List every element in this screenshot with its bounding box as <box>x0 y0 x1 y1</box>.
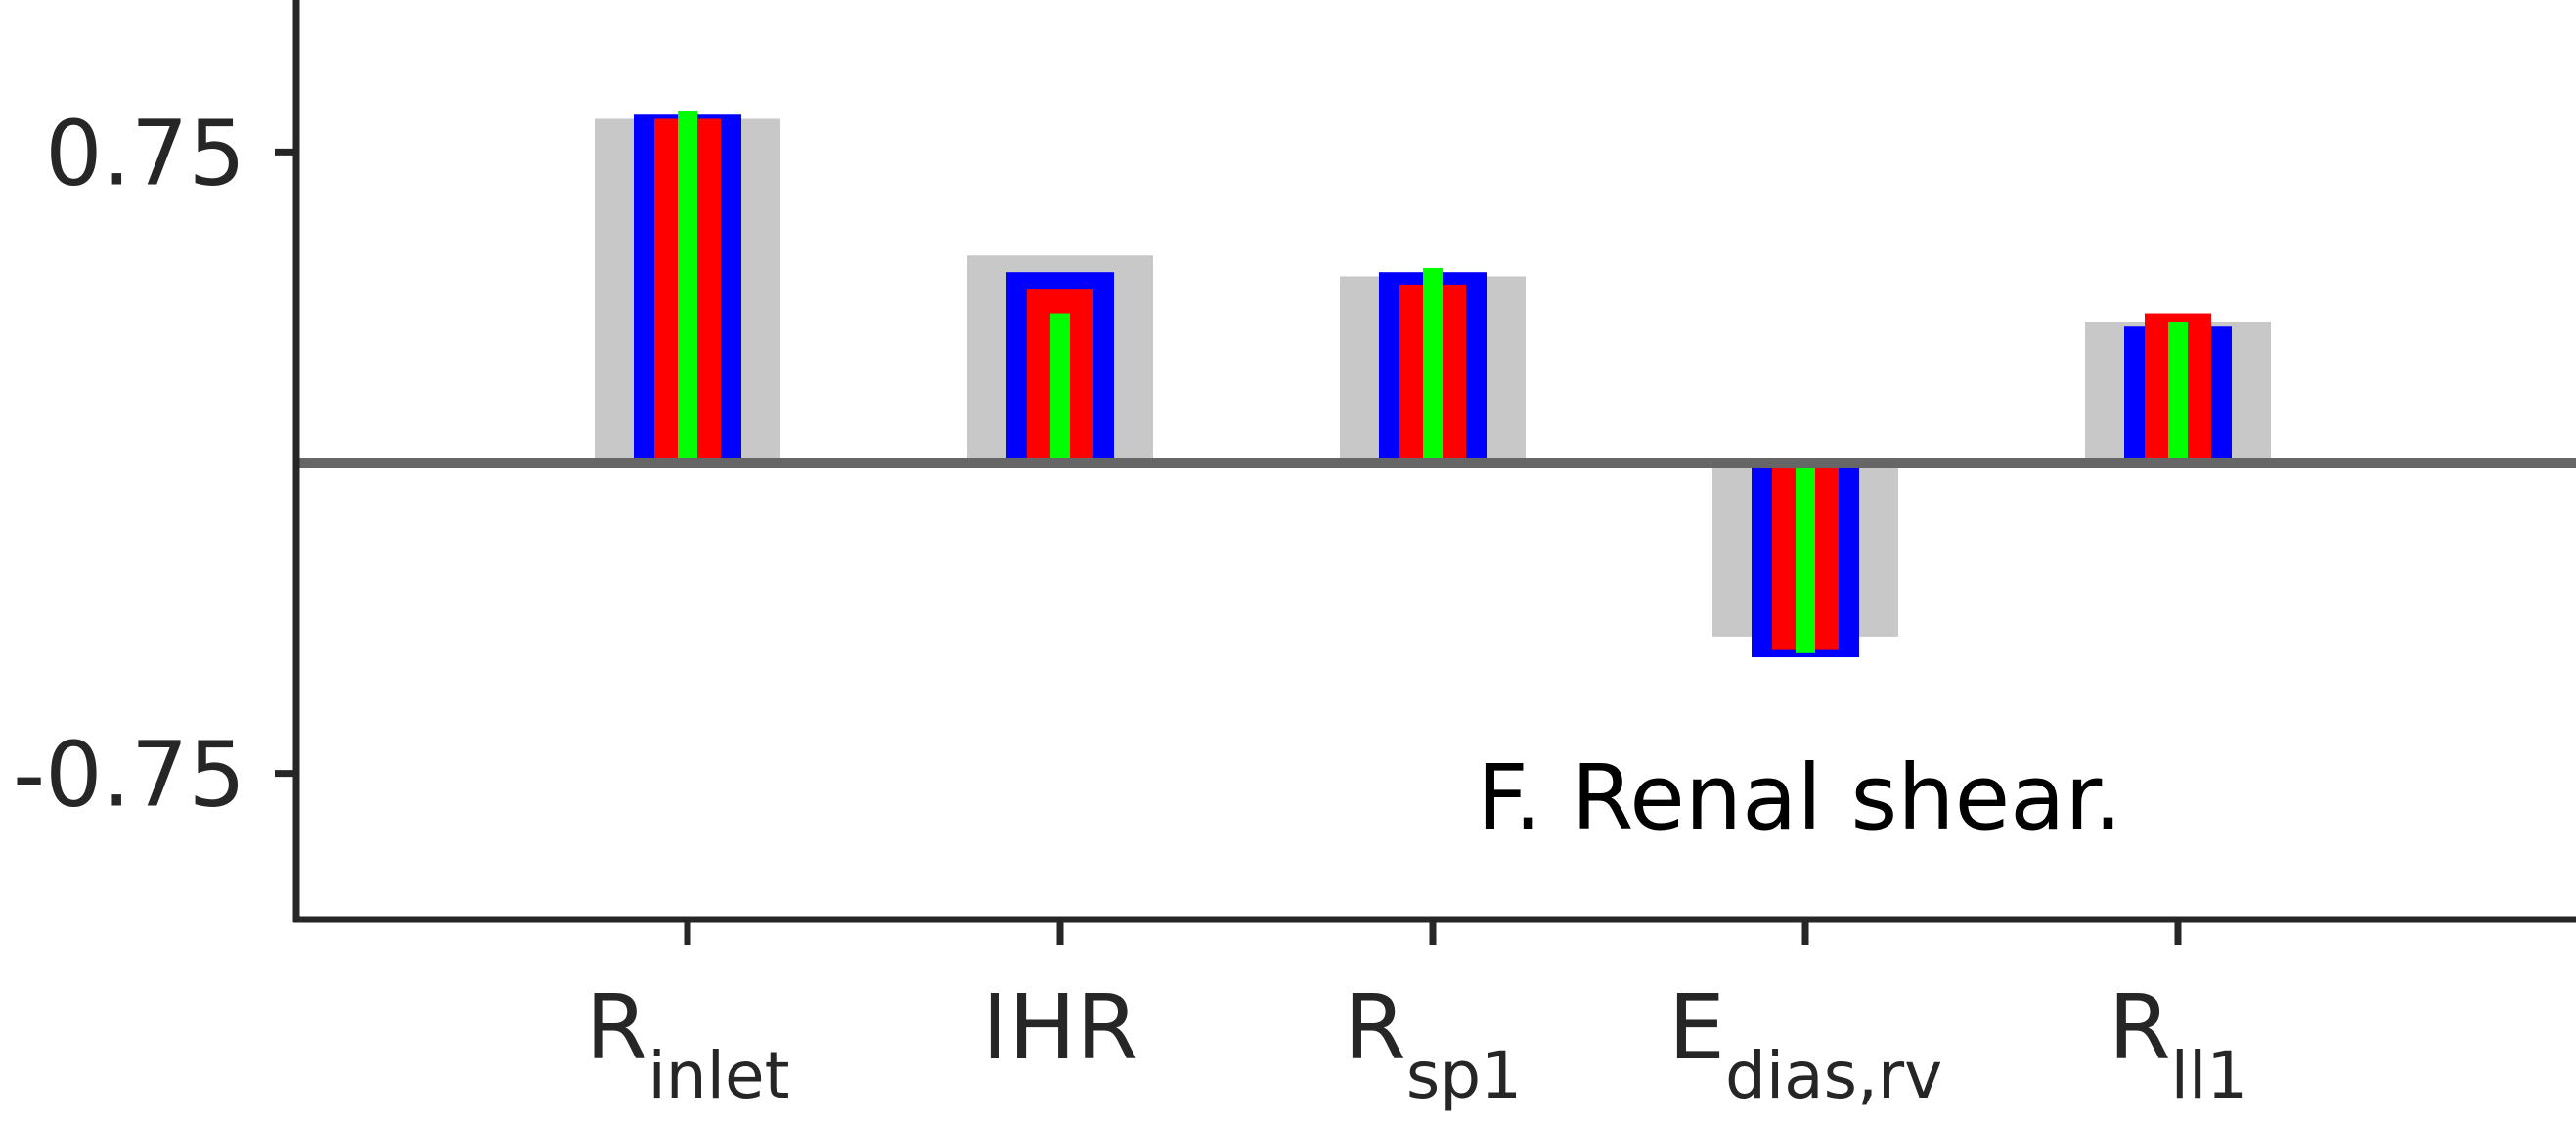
bar-4-cat-4 <box>1796 463 1815 653</box>
x-tick-label-main: R <box>586 975 648 1080</box>
y-ticks: 0.75 -0.75 <box>13 101 296 828</box>
x-tick-label-main: R <box>1344 975 1406 1080</box>
x-tick-label-main: E <box>1668 975 1725 1080</box>
x-tick-label-subscript: inlet <box>647 1038 789 1113</box>
x-tick-label-main: R <box>2109 975 2171 1080</box>
x-tick-label-subscript: dias,rv <box>1725 1038 1942 1113</box>
x-tick-label: Rinlet <box>586 975 790 1113</box>
x-tick-label-subscript: sp1 <box>1406 1038 1522 1113</box>
bars-layer <box>595 111 2271 658</box>
x-tick-label: IHR <box>982 975 1138 1080</box>
x-ticks: Rinlet IHR Rsp1 Edias,rv Rll1 <box>586 920 2248 1113</box>
x-tick-label: Rsp1 <box>1344 975 1522 1113</box>
y-tick-label: -0.75 <box>13 723 245 828</box>
y-tick-label: 0.75 <box>45 101 245 205</box>
x-tick-label-subscript: ll1 <box>2171 1038 2248 1113</box>
chart-annotation: F. Renal shear. <box>1477 745 2122 850</box>
x-tick-label: Rll1 <box>2109 975 2248 1113</box>
x-tick-label-main: IHR <box>982 975 1138 1080</box>
bar-4-cat-3 <box>1423 267 1443 463</box>
bar-4-cat-1 <box>678 111 697 464</box>
bar-4-cat-5 <box>2168 322 2188 463</box>
x-tick-label: Edias,rv <box>1668 975 1942 1113</box>
bar-4-cat-2 <box>1050 313 1070 463</box>
